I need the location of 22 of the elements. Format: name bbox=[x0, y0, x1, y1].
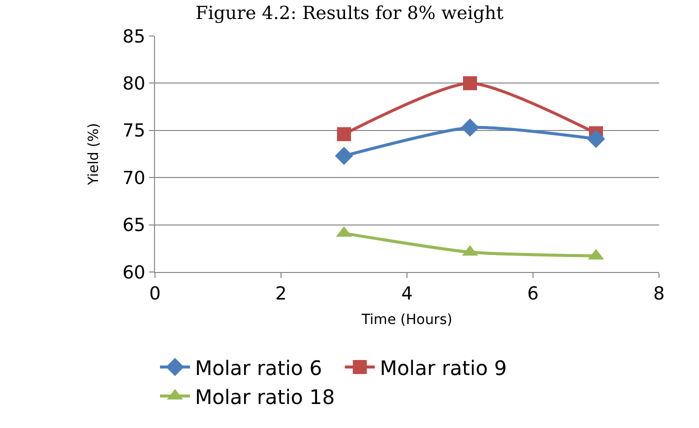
point bbox=[460, 118, 480, 137]
x-tick-label: 4 bbox=[401, 284, 413, 305]
point bbox=[586, 130, 606, 148]
x-axis-title: Time (Hours) bbox=[360, 312, 452, 328]
point bbox=[334, 146, 354, 165]
y-axis-title: Yield (%) bbox=[86, 122, 102, 186]
legend-label: Molar ratio 18 bbox=[195, 384, 335, 409]
y-tick-label: 65 bbox=[122, 215, 146, 236]
x-tick-label: 0 bbox=[149, 284, 161, 305]
legend-label: Molar ratio 6 bbox=[195, 356, 322, 380]
x-tick-label: 2 bbox=[275, 284, 287, 305]
x-tick-label: 6 bbox=[527, 284, 539, 305]
y-tick-label: 80 bbox=[122, 74, 146, 94]
legend-label: Molar ratio 9 bbox=[380, 356, 507, 380]
y-tick-label: 60 bbox=[122, 262, 146, 284]
x-tick-label: 8 bbox=[653, 284, 665, 305]
chart-title: Figure 4.2: Results for 8% weight bbox=[195, 3, 504, 24]
y-tick-label: 75 bbox=[122, 120, 146, 142]
y-tick-label: 85 bbox=[122, 26, 146, 48]
point bbox=[337, 127, 351, 142]
point bbox=[463, 76, 477, 90]
y-tick-label: 70 bbox=[122, 168, 146, 189]
